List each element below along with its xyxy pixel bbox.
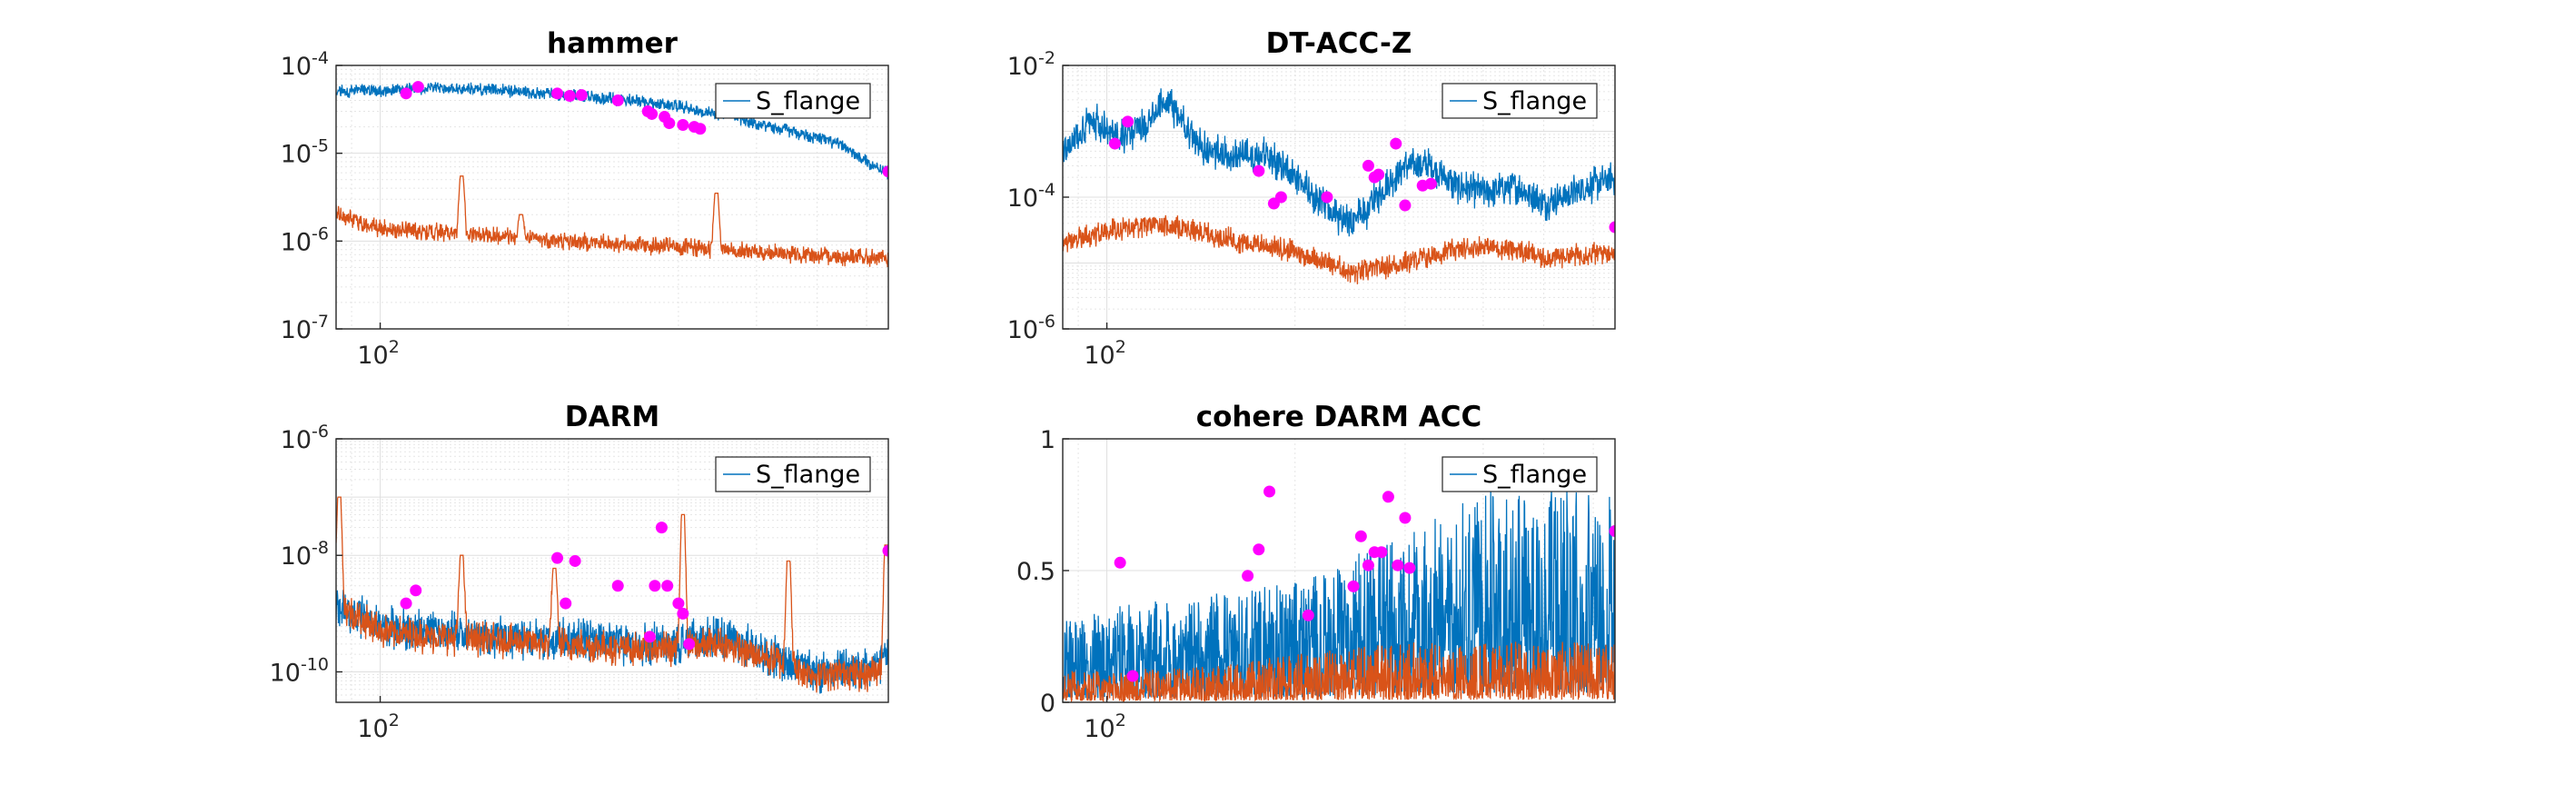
x-tick-label: 102 <box>1084 337 1125 370</box>
marker-point <box>1372 168 1385 181</box>
legend-box <box>1442 456 1598 492</box>
chart-title: hammer <box>547 27 679 60</box>
marker-point <box>1302 609 1314 621</box>
legend: S_flange <box>1442 456 1598 492</box>
chart-title: DARM <box>565 401 659 433</box>
panel-cohere-darm-acc: cohere DARM ACC 1 0.5 0 102 S_flange <box>1016 401 1616 743</box>
marker-point <box>611 94 624 106</box>
y-tick-label: 10-6 <box>1007 312 1055 344</box>
marker-point <box>551 87 564 100</box>
marker-point <box>1321 191 1333 204</box>
marker-point <box>646 107 659 120</box>
marker-point <box>1274 191 1287 204</box>
marker-point <box>1362 559 1374 571</box>
series-line-1 <box>1063 214 1615 284</box>
legend-entry: S_flange <box>1482 87 1587 115</box>
axes-frame <box>335 438 889 703</box>
marker-point <box>1375 546 1388 559</box>
x-tick-label: 102 <box>357 710 399 743</box>
series-line-1 <box>336 175 888 268</box>
y-tick-label: 10-5 <box>281 136 329 169</box>
y-tick-label: 10-6 <box>281 422 329 454</box>
marker-point <box>1382 491 1394 503</box>
legend-entry: S_flange <box>756 461 860 489</box>
legend: S_flange <box>1442 83 1598 119</box>
y-tick-label: 10-4 <box>1007 180 1055 213</box>
panel-hammer: hammer 10-4 10-5 10-6 10-7 102 S_flange <box>281 27 889 370</box>
marker-point <box>1253 164 1265 177</box>
y-tick-label: 10-2 <box>1007 48 1055 81</box>
marker-point <box>1126 670 1139 682</box>
marker-point <box>694 123 707 135</box>
marker-point <box>563 90 576 103</box>
marker-point <box>1114 556 1126 569</box>
marker-point <box>400 597 412 610</box>
x-tick-label: 102 <box>1084 710 1125 743</box>
panel-dt-acc-z: DT-ACC-Z 10-2 10-4 10-6 102 S_flange <box>1007 27 1616 370</box>
marker-point <box>1108 137 1121 150</box>
markers <box>1108 115 1615 234</box>
y-tick-label: 10-8 <box>281 538 329 571</box>
marker-point <box>611 580 624 592</box>
marker-point <box>1399 512 1412 524</box>
series-line-1 <box>1063 641 1615 702</box>
legend-entry: S_flange <box>756 87 860 115</box>
marker-point <box>1122 115 1134 128</box>
marker-point <box>400 87 412 100</box>
legend: S_flange <box>715 456 871 492</box>
marker-point <box>882 544 888 557</box>
marker-point <box>655 522 668 534</box>
marker-point <box>1253 543 1265 556</box>
marker-point <box>411 81 424 94</box>
markers <box>400 522 888 651</box>
series-line-0 <box>1063 490 1615 700</box>
y-tick-label: 10-10 <box>270 654 329 687</box>
marker-point <box>1390 137 1402 150</box>
y-tick-label: 10-6 <box>281 224 329 256</box>
y-tick-label: 1 <box>1040 426 1055 454</box>
x-tick-label: 102 <box>357 337 399 370</box>
marker-point <box>410 584 422 597</box>
y-tick-label: 10-4 <box>281 48 329 81</box>
marker-point <box>1392 559 1404 571</box>
y-tick-label: 10-7 <box>281 312 329 344</box>
marker-point <box>560 597 572 610</box>
marker-point <box>661 580 674 592</box>
series-line-1 <box>336 496 888 693</box>
panel-darm: DARM 10-6 10-8 10-10 102 S_flange <box>270 401 889 743</box>
marker-point <box>1399 199 1412 212</box>
marker-point <box>1424 177 1437 190</box>
marker-point <box>672 597 685 610</box>
marker-point <box>643 631 656 643</box>
marker-point <box>551 551 564 564</box>
marker-point <box>1354 530 1367 542</box>
marker-point <box>649 580 661 592</box>
marker-point <box>882 165 888 178</box>
marker-point <box>1362 159 1374 172</box>
marker-point <box>677 607 689 620</box>
axes-frame <box>335 65 889 330</box>
marker-point <box>663 117 676 130</box>
marker-point <box>677 119 689 132</box>
markers <box>1114 485 1615 682</box>
marker-point <box>1263 485 1276 498</box>
marker-point <box>1609 221 1615 234</box>
y-tick-label: 0.5 <box>1016 558 1055 586</box>
chart-title: cohere DARM ACC <box>1196 401 1482 433</box>
marker-point <box>575 89 588 102</box>
marker-point <box>683 638 696 651</box>
y-tick-label: 0 <box>1040 690 1055 718</box>
chart-title: DT-ACC-Z <box>1266 27 1412 60</box>
marker-point <box>1609 525 1615 537</box>
marker-point <box>1403 561 1416 574</box>
markers <box>400 81 888 178</box>
marker-point <box>569 554 581 567</box>
legend-entry: S_flange <box>1482 461 1587 489</box>
legend: S_flange <box>715 83 871 119</box>
series-line-0 <box>1063 88 1615 237</box>
series-line-0 <box>336 82 888 180</box>
marker-point <box>1347 580 1360 592</box>
marker-point <box>1242 570 1254 582</box>
